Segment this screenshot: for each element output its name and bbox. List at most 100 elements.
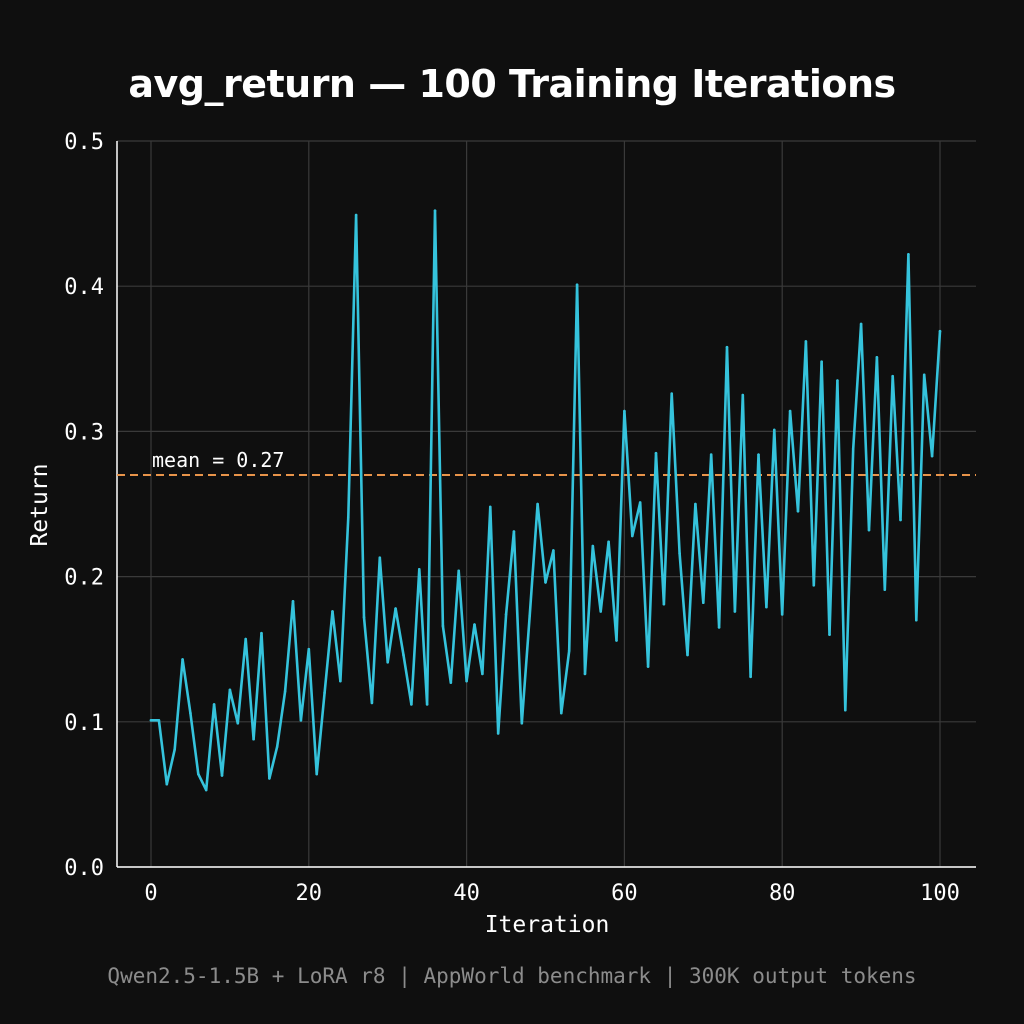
x-tick-label: 100 — [920, 881, 960, 906]
data-point — [559, 711, 563, 715]
y-tick-label: 0.5 — [64, 130, 104, 155]
data-point — [291, 599, 295, 603]
data-point — [552, 549, 555, 552]
footer-caption: Qwen2.5-1.5B + LoRA r8 | AppWorld benchm… — [107, 964, 917, 988]
y-tick-label: 0.3 — [64, 420, 104, 445]
data-point — [694, 502, 697, 506]
data-point — [757, 453, 760, 456]
data-point — [496, 732, 500, 735]
data-point — [362, 615, 366, 619]
tick-labels: 0.0 0.1 0.2 0.3 0.4 0.5 0 20 40 60 80 100 — [64, 130, 960, 906]
data-point — [733, 610, 737, 613]
data-point — [449, 681, 453, 684]
data-point — [709, 453, 713, 456]
data-point — [465, 679, 468, 683]
data-point — [165, 782, 169, 786]
mean-reference: mean = 0.27 — [117, 448, 976, 476]
data-point — [567, 649, 571, 652]
data-point — [765, 605, 768, 609]
data-point — [804, 340, 808, 343]
data-point — [417, 568, 421, 571]
y-axis-label: Return — [27, 463, 53, 546]
data-point — [662, 602, 666, 606]
data-point — [575, 283, 579, 287]
data-point — [725, 345, 729, 349]
data-point — [780, 613, 784, 616]
data-point — [654, 451, 658, 455]
data-point — [591, 544, 595, 548]
data-point — [851, 447, 855, 451]
data-point — [457, 569, 461, 573]
data-point — [599, 610, 603, 613]
data-point — [441, 624, 445, 628]
data-point — [820, 360, 823, 364]
data-point — [638, 501, 642, 504]
data-point — [623, 409, 626, 413]
data-point — [157, 719, 161, 722]
data-point — [796, 509, 800, 513]
data-point — [607, 540, 610, 544]
data-point — [181, 658, 184, 661]
chart-title: avg_return — 100 Training Iterations — [128, 62, 896, 106]
data-point — [378, 556, 382, 560]
data-point — [702, 601, 705, 605]
data-point — [938, 329, 942, 333]
data-point — [630, 534, 634, 538]
data-point — [528, 614, 532, 618]
data-point — [859, 322, 863, 326]
mean-label: mean = 0.27 — [152, 448, 284, 472]
x-tick-label: 60 — [611, 881, 638, 906]
data-point — [402, 653, 405, 657]
data-point — [844, 708, 847, 712]
data-point — [678, 552, 681, 555]
data-point — [875, 356, 879, 359]
data-point — [252, 737, 255, 741]
data-point — [173, 748, 176, 751]
data-point — [149, 719, 153, 722]
data-point — [283, 690, 287, 693]
data-point — [891, 374, 894, 378]
data-point — [220, 774, 224, 777]
x-axis-label: Iteration — [485, 912, 610, 938]
data-point — [189, 711, 192, 715]
data-point — [922, 373, 926, 377]
series-layer — [149, 209, 942, 792]
data-point — [717, 626, 721, 629]
data-point — [481, 672, 484, 676]
y-tick-label: 0.1 — [64, 711, 104, 736]
data-point — [315, 772, 318, 776]
data-point — [741, 393, 745, 397]
data-point — [867, 528, 871, 532]
data-point — [370, 701, 374, 705]
y-tick-label: 0.4 — [64, 275, 104, 300]
data-point — [354, 213, 358, 217]
data-point — [520, 721, 524, 725]
data-point — [907, 252, 910, 256]
data-point — [244, 637, 247, 641]
data-point — [536, 502, 539, 506]
data-point — [394, 607, 397, 610]
data-point — [268, 777, 271, 780]
data-point — [615, 639, 618, 642]
data-point — [236, 721, 240, 725]
data-point — [260, 631, 263, 635]
y-tick-label: 0.2 — [64, 566, 104, 591]
data-point — [473, 623, 476, 626]
data-point — [299, 719, 303, 722]
data-point — [583, 672, 587, 676]
data-point — [512, 530, 516, 533]
data-point — [544, 581, 547, 584]
y-tick-label: 0.0 — [64, 856, 104, 881]
data-point — [883, 588, 887, 591]
x-tick-label: 40 — [453, 881, 480, 906]
data-point — [410, 703, 413, 706]
data-point — [686, 653, 689, 657]
data-point — [339, 679, 342, 683]
data-point — [323, 691, 326, 695]
data-point — [386, 660, 390, 664]
x-tick-label: 20 — [296, 881, 323, 906]
data-point — [836, 379, 839, 382]
data-point — [228, 688, 232, 692]
axes — [116, 141, 976, 868]
